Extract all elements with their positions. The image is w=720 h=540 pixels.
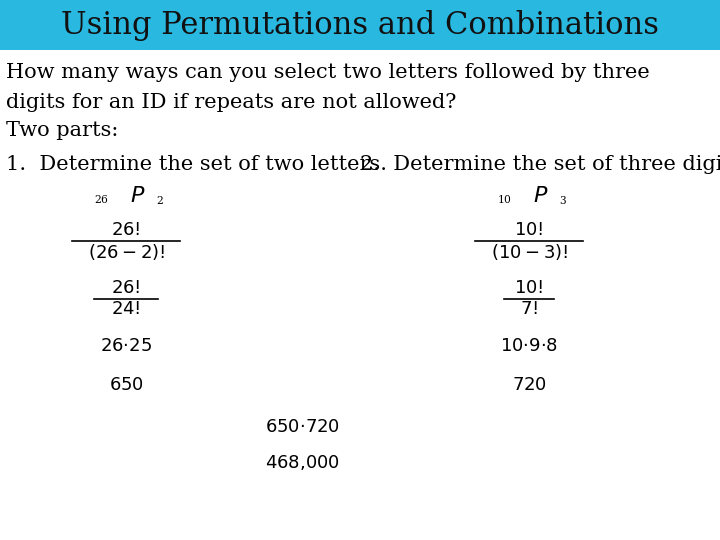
Text: 2.  Determine the set of three digits.: 2. Determine the set of three digits.: [360, 155, 720, 174]
Text: $\mathregular{_{10}}$: $\mathregular{_{10}}$: [497, 192, 512, 206]
Text: $\mathregular{_3}$: $\mathregular{_3}$: [559, 193, 567, 207]
Bar: [0, 0, 720, 50]
Text: $26!$: $26!$: [112, 279, 140, 297]
Text: Two parts:: Two parts:: [6, 121, 118, 140]
Text: $10!$: $10!$: [515, 221, 544, 239]
Text: $\mathregular{_2}$: $\mathregular{_2}$: [156, 193, 164, 207]
Text: $(26-2)!$: $(26-2)!$: [88, 242, 164, 262]
Text: $720$: $720$: [512, 376, 546, 394]
Text: $\mathit{P}$: $\mathit{P}$: [130, 186, 145, 206]
Text: $\mathregular{_{26}}$: $\mathregular{_{26}}$: [94, 192, 109, 206]
Text: $10!$: $10!$: [515, 279, 544, 297]
Text: digits for an ID if repeats are not allowed?: digits for an ID if repeats are not allo…: [6, 93, 456, 112]
Text: How many ways can you select two letters followed by three: How many ways can you select two letters…: [6, 63, 649, 83]
Text: $26!$: $26!$: [112, 221, 140, 239]
Text: Using Permutations and Combinations: Using Permutations and Combinations: [61, 10, 659, 40]
Text: 1.  Determine the set of two letters.: 1. Determine the set of two letters.: [6, 155, 387, 174]
Text: $7!$: $7!$: [521, 300, 538, 319]
Text: $10{\cdot}9{\cdot}8$: $10{\cdot}9{\cdot}8$: [500, 336, 558, 355]
Text: $468{,}000$: $468{,}000$: [265, 453, 340, 472]
Text: $24!$: $24!$: [112, 300, 140, 319]
Text: $26{\cdot}25$: $26{\cdot}25$: [100, 336, 152, 355]
Text: $(10-3)!$: $(10-3)!$: [491, 242, 567, 262]
Text: $\mathit{P}$: $\mathit{P}$: [533, 186, 548, 206]
Text: $650{\cdot}720$: $650{\cdot}720$: [265, 417, 340, 436]
Text: $650$: $650$: [109, 376, 143, 394]
